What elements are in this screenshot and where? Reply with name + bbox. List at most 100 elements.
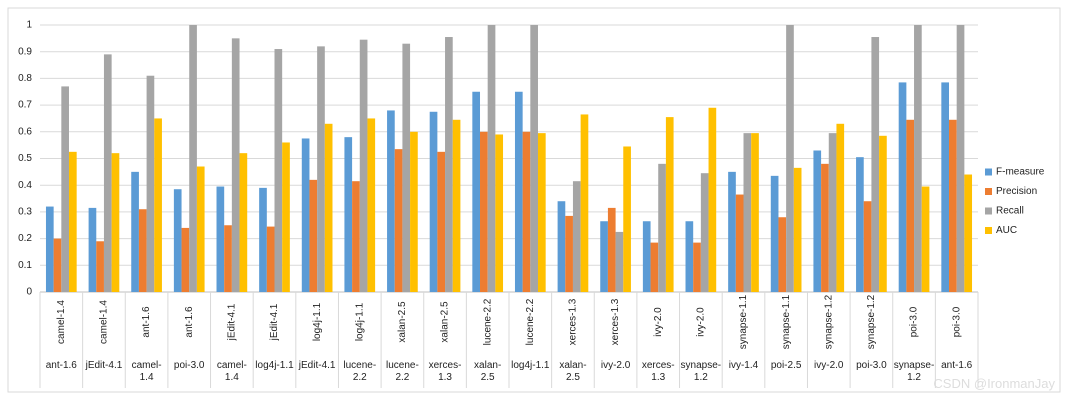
y-tick-label: 0.2 [18, 233, 32, 244]
bar [572, 181, 581, 292]
bar [735, 194, 744, 292]
bar [181, 227, 190, 292]
bar [565, 215, 573, 292]
x-tick-label: poi-3.0 [909, 306, 920, 337]
x-tick-label: ant-1.6 [184, 306, 195, 338]
bar [131, 171, 139, 292]
bar [344, 137, 353, 292]
x-tick-label: poi-3.0 [951, 306, 962, 337]
bar [224, 225, 232, 292]
bar [410, 131, 418, 292]
bar [728, 171, 736, 292]
y-tick-label: 0.3 [18, 207, 32, 218]
bar [452, 119, 461, 292]
bar [658, 163, 666, 292]
bar [487, 25, 496, 292]
bar [786, 25, 794, 292]
legend-swatch [985, 188, 992, 195]
bar [642, 221, 651, 292]
bar [111, 153, 120, 292]
bar [359, 39, 368, 293]
bar [964, 174, 973, 292]
y-tick-label: 0.6 [18, 126, 32, 137]
x-group-label: jEdit-4.1 [85, 360, 123, 371]
bar [394, 149, 403, 292]
bar [700, 173, 709, 292]
bar [879, 135, 887, 292]
x-group-label: log4j-1.1 [255, 360, 294, 371]
legend-label: Precision [996, 186, 1037, 197]
bar [623, 146, 631, 292]
bar [615, 231, 624, 292]
y-tick-label: 0.8 [18, 73, 32, 84]
bar [522, 131, 531, 292]
bar [445, 37, 453, 292]
x-tick-label: synapse-1.1 [738, 294, 749, 349]
x-group-label: xerces-1.3 [428, 360, 462, 383]
bar [88, 207, 97, 292]
bar [813, 150, 822, 292]
x-group-label: poi-3.0 [856, 360, 887, 371]
legend-swatch [985, 227, 992, 234]
bar [863, 201, 872, 292]
x-group-label: lucene-2.2 [385, 360, 419, 383]
bar [743, 133, 752, 292]
x-group-label: poi-3.0 [173, 360, 205, 371]
bar [317, 46, 325, 292]
bar [530, 25, 538, 292]
bar [495, 134, 504, 292]
x-tick-label: lucene-2.2 [482, 298, 493, 345]
bar [898, 82, 907, 292]
bar [480, 131, 488, 292]
bar [665, 117, 674, 293]
bar [68, 151, 77, 292]
x-group-label: xalan-2.5 [559, 360, 587, 383]
bar [429, 111, 438, 293]
bar [239, 153, 248, 292]
bar [793, 167, 802, 292]
x-group-label: ivy-2.0 [600, 360, 631, 371]
y-tick-label: 0.9 [18, 46, 32, 57]
x-tick-label: synapse-1.2 [823, 294, 834, 349]
bar [600, 221, 608, 292]
bar [53, 238, 62, 292]
bar [557, 201, 566, 292]
x-group-label: jEdit-4.1 [298, 360, 336, 371]
bar [472, 91, 481, 292]
x-tick-label: lucene-2.2 [525, 298, 536, 345]
bar [650, 242, 659, 292]
x-tick-label: ivy-2.0 [696, 307, 707, 337]
bar [828, 133, 837, 292]
bar [921, 186, 930, 292]
x-group-label: synapse-1.2 [680, 360, 722, 383]
bar [685, 221, 694, 292]
x-tick-label: jEdit-4.1 [227, 303, 238, 341]
x-tick-label: xalan-2.5 [397, 301, 408, 343]
x-group-label: ivy-1.4 [728, 360, 759, 371]
bar [103, 54, 112, 293]
bar [580, 114, 589, 292]
bar [309, 179, 318, 292]
x-tick-label: xerces-1.3 [568, 298, 579, 345]
chart-frame [7, 7, 1061, 393]
x-tick-label: synapse-1.1 [781, 294, 792, 349]
bar [956, 25, 965, 292]
bar [61, 86, 69, 292]
bar [856, 157, 864, 292]
x-tick-label: camel-1.4 [99, 300, 110, 344]
bar [708, 107, 717, 293]
x-group-label: xerces-1.3 [641, 360, 675, 383]
x-tick-label: log4j-1.1 [312, 302, 323, 341]
legend-swatch [985, 168, 992, 176]
bar [189, 25, 197, 292]
legend-label: F-measure [996, 167, 1045, 178]
bar [514, 91, 523, 292]
watermark: CSDN @IronmanJay [933, 376, 1055, 391]
bar [367, 118, 376, 292]
x-tick-label: log4j-1.1 [354, 302, 365, 341]
legend-label: Recall [996, 206, 1024, 217]
legend-swatch [985, 207, 992, 215]
y-tick-label: 0.4 [18, 180, 32, 191]
bar [607, 207, 616, 292]
